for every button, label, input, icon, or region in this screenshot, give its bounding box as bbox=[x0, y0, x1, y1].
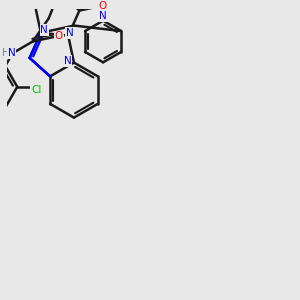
Text: N: N bbox=[99, 11, 107, 21]
Text: N: N bbox=[40, 25, 48, 35]
Text: O: O bbox=[98, 1, 106, 11]
Text: Cl: Cl bbox=[31, 85, 41, 95]
Text: H: H bbox=[2, 48, 9, 58]
Text: N: N bbox=[8, 48, 15, 58]
Text: N: N bbox=[64, 56, 71, 66]
Text: O: O bbox=[55, 32, 63, 41]
Text: N: N bbox=[66, 28, 74, 38]
